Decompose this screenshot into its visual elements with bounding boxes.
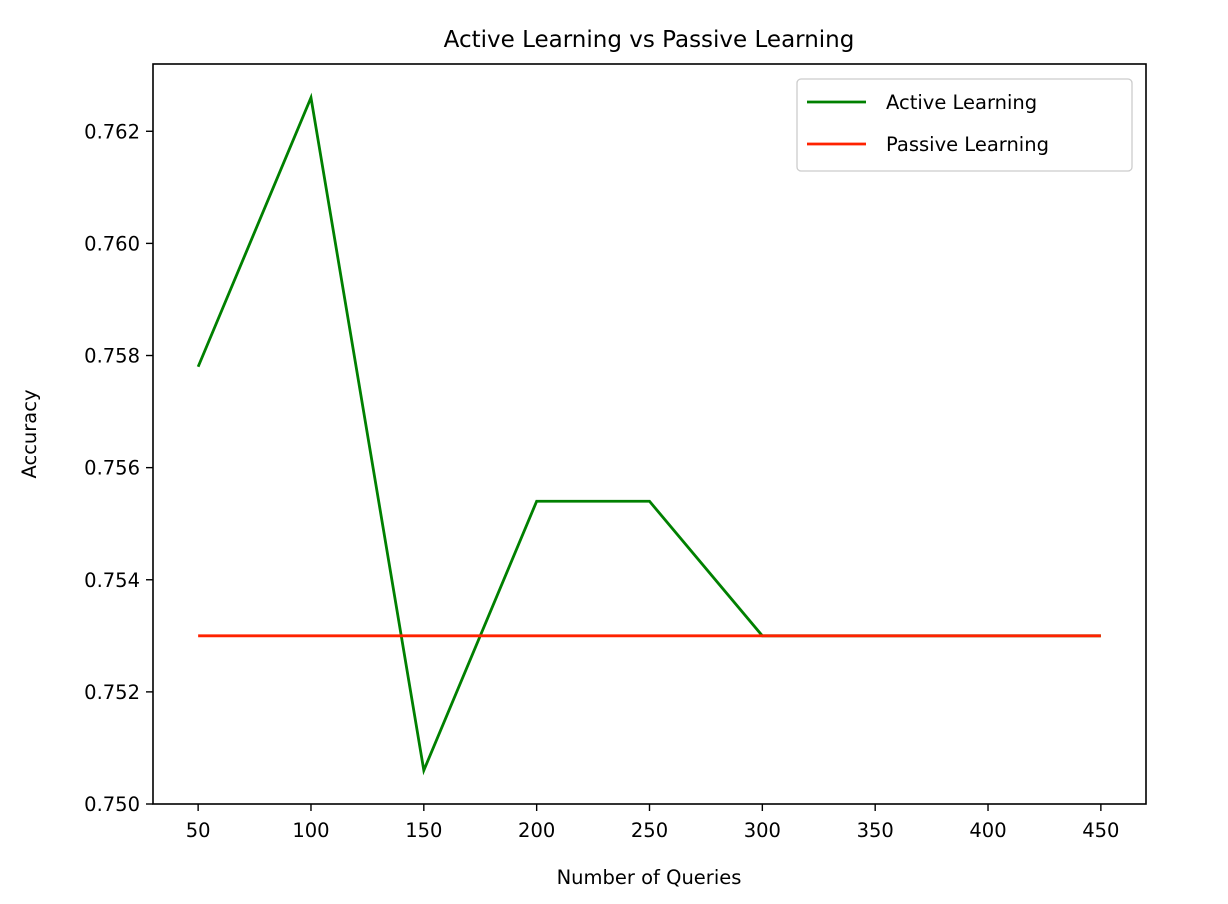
x-tick-label: 300 — [744, 819, 781, 842]
y-tick-label: 0.762 — [84, 120, 140, 143]
y-tick-label: 0.752 — [84, 681, 140, 704]
chart-legend: Active Learning Passive Learning — [796, 78, 1133, 172]
x-tick-label: 50 — [186, 819, 211, 842]
x-tick-label: 150 — [405, 819, 442, 842]
y-tick-label: 0.756 — [84, 457, 140, 480]
x-tick-label: 350 — [857, 819, 894, 842]
chart-title: Active Learning vs Passive Learning — [444, 27, 855, 53]
legend-box — [796, 78, 1133, 172]
plot-area-frame — [152, 63, 1147, 805]
series-lines — [196, 92, 1101, 776]
y-tick-label: 0.754 — [84, 569, 140, 592]
y-tick-label: 0.750 — [84, 793, 140, 816]
legend-label: Active Learning — [886, 91, 1037, 114]
x-tick-label: 400 — [969, 819, 1006, 842]
x-axis-ticks: 50 100 150 200 250 300 350 400 450 — [186, 804, 1119, 842]
y-axis-label: Accuracy — [18, 389, 41, 478]
x-tick-label: 200 — [518, 819, 555, 842]
x-tick-label: 250 — [631, 819, 668, 842]
y-tick-label: 0.760 — [84, 232, 140, 255]
y-axis-ticks: 0.750 0.752 0.754 0.756 0.758 0.760 0.762 — [84, 120, 153, 816]
x-tick-label: 450 — [1082, 819, 1119, 842]
legend-label: Passive Learning — [886, 133, 1049, 156]
x-tick-label: 100 — [292, 819, 329, 842]
series-line-active-learning — [196, 92, 1101, 776]
y-tick-label: 0.758 — [84, 345, 140, 368]
x-axis-label: Number of Queries — [557, 866, 742, 889]
